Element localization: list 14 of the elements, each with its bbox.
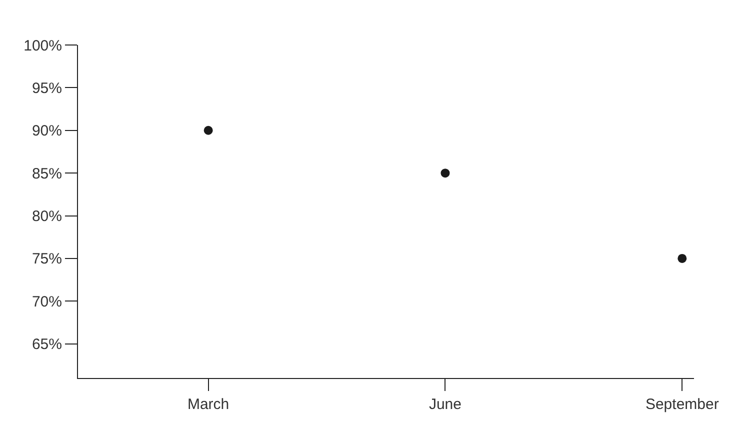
- y-tick-label: 70%: [32, 293, 62, 310]
- y-tick-label: 90%: [32, 122, 62, 140]
- y-tick-label: 75%: [32, 250, 62, 268]
- x-tick-label: March: [187, 396, 230, 413]
- point: [678, 254, 687, 263]
- point: [204, 126, 213, 135]
- y-tick-label: 80%: [32, 208, 62, 226]
- y-tick-label: 95%: [32, 80, 62, 97]
- point: [440, 168, 450, 178]
- x-tick-label: September: [645, 396, 719, 413]
- y-tick-label: 100%: [24, 37, 62, 54]
- y-tick-label: 65%: [32, 336, 62, 354]
- y-tick-label: 85%: [32, 165, 62, 182]
- x-tick-label: June: [428, 396, 462, 413]
